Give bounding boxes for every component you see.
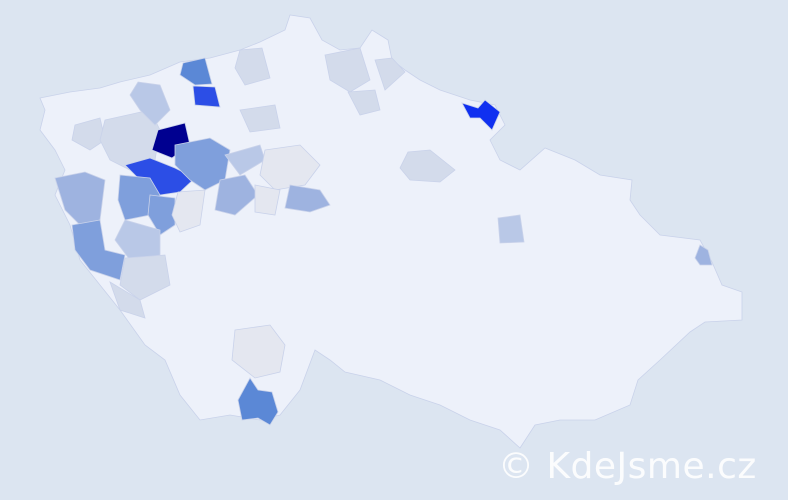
region[interactable] — [239, 104, 281, 133]
region[interactable] — [399, 149, 456, 183]
country-shape — [39, 14, 743, 449]
regions — [54, 47, 713, 426]
region[interactable] — [324, 47, 371, 93]
region[interactable] — [147, 194, 176, 236]
region[interactable] — [259, 144, 321, 191]
region[interactable] — [109, 281, 146, 319]
region[interactable] — [171, 189, 206, 233]
region[interactable] — [497, 214, 525, 244]
region[interactable] — [129, 81, 171, 126]
watermark: © KdeJsme.cz — [498, 446, 757, 487]
region[interactable] — [179, 57, 213, 86]
region[interactable] — [461, 99, 501, 131]
region[interactable] — [214, 174, 259, 216]
region[interactable] — [234, 47, 271, 86]
region[interactable] — [694, 244, 713, 266]
region[interactable] — [231, 324, 286, 379]
region[interactable] — [119, 254, 171, 301]
region[interactable] — [54, 171, 106, 226]
region[interactable] — [254, 184, 281, 216]
country-outline — [39, 14, 743, 449]
region[interactable] — [71, 117, 106, 151]
region[interactable] — [347, 89, 381, 116]
region[interactable] — [71, 219, 126, 281]
region[interactable] — [284, 184, 331, 213]
region[interactable] — [192, 85, 221, 108]
region[interactable] — [174, 137, 231, 191]
region[interactable] — [237, 377, 279, 426]
region[interactable] — [374, 57, 406, 91]
